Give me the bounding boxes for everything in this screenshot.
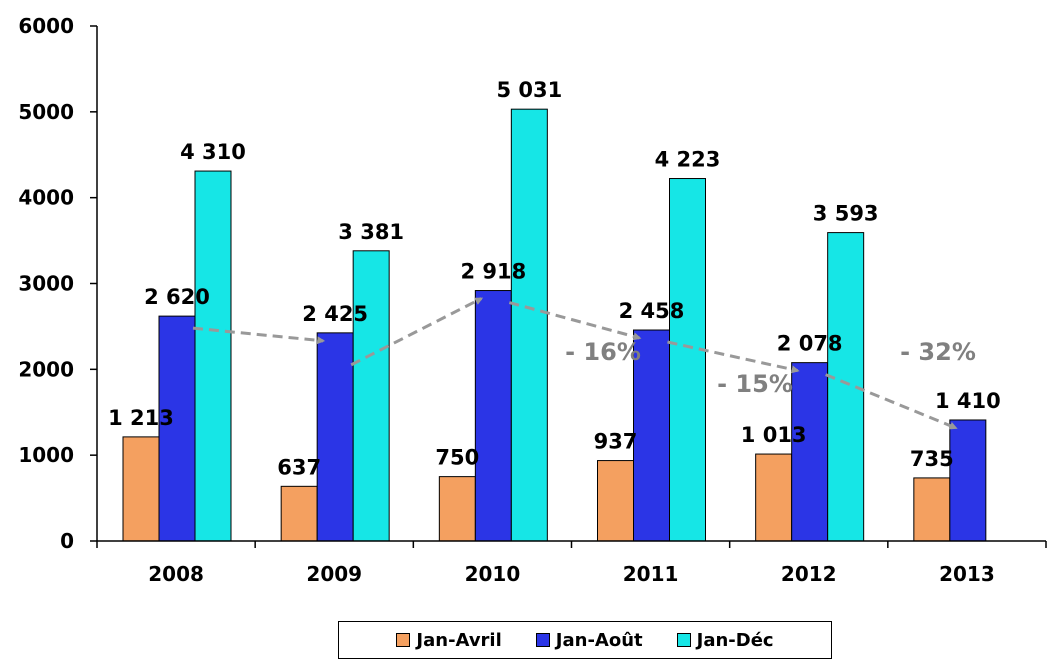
data-label-jan-ao-t-2012: 2 078 <box>777 332 843 356</box>
annotation-pct-2: - 32% <box>900 338 976 366</box>
data-label-jan-ao-t-2008: 2 620 <box>144 285 210 309</box>
x-tick-label-2010: 2010 <box>465 562 521 586</box>
trend-arrow-1 <box>350 297 484 367</box>
trend-arrow-2 <box>508 301 642 341</box>
bar-jan-avril-2012 <box>755 453 793 542</box>
data-label-jan-avril-2012: 1 013 <box>741 423 807 447</box>
legend-label-jan-avril: Jan-Avril <box>416 629 502 651</box>
bar-jan-avril-2008 <box>122 436 160 542</box>
x-tick-label-2009: 2009 <box>306 562 362 586</box>
legend-label-jan-aout: Jan-Août <box>555 629 643 651</box>
data-label-jan-d-c-2008: 4 310 <box>180 140 246 164</box>
legend-swatch-jan-avril <box>396 633 411 647</box>
y-tick-label-0: 0 <box>60 529 74 553</box>
y-tick-label-1000: 1000 <box>18 443 74 467</box>
x-tick-label-2013: 2013 <box>939 562 995 586</box>
bar-jan-avril-2013 <box>913 477 951 542</box>
trend-arrow-0 <box>192 326 326 345</box>
bar-jan-ao-t-2010 <box>474 290 512 542</box>
bar-jan-ao-t-2008 <box>158 315 196 542</box>
bar-jan-avril-2010 <box>438 476 476 542</box>
legend-item-jan-aout: Jan-Août <box>535 629 643 651</box>
data-label-jan-d-c-2009: 3 381 <box>338 220 404 244</box>
data-label-jan-ao-t-2013: 1 410 <box>935 389 1001 413</box>
x-tick-label-2012: 2012 <box>781 562 837 586</box>
y-tick-label-3000: 3000 <box>18 272 74 296</box>
bar-jan-d-c-2011 <box>669 178 706 542</box>
legend-swatch-jan-dec <box>676 633 691 647</box>
bar-jan-ao-t-2013 <box>949 419 987 542</box>
data-label-jan-avril-2008: 1 213 <box>108 406 174 430</box>
data-label-jan-avril-2013: 735 <box>910 447 954 471</box>
data-label-jan-ao-t-2010: 2 918 <box>460 260 526 284</box>
legend-label-jan-dec: Jan-Déc <box>696 629 774 651</box>
data-label-jan-ao-t-2011: 2 458 <box>619 299 685 323</box>
trend-arrow-4 <box>825 373 958 430</box>
data-label-jan-avril-2011: 937 <box>594 430 638 454</box>
legend-item-jan-dec: Jan-Déc <box>676 629 774 651</box>
data-label-jan-avril-2009: 637 <box>277 455 321 479</box>
y-tick-label-6000: 6000 <box>18 14 74 38</box>
data-label-jan-ao-t-2009: 2 425 <box>302 302 368 326</box>
bar-jan-ao-t-2009 <box>316 332 354 542</box>
data-label-jan-d-c-2012: 3 593 <box>813 202 879 226</box>
bar-jan-avril-2011 <box>597 460 634 542</box>
y-tick-label-2000: 2000 <box>18 357 74 381</box>
annotation-pct-1: - 15% <box>717 370 793 398</box>
x-tick-label-2008: 2008 <box>148 562 204 586</box>
bar-jan-ao-t-2012 <box>791 362 829 542</box>
y-tick-label-5000: 5000 <box>18 100 74 124</box>
data-label-jan-avril-2010: 750 <box>435 446 479 470</box>
y-tick-label-4000: 4000 <box>18 186 74 210</box>
bar-jan-ao-t-2011 <box>633 329 670 542</box>
legend-swatch-jan-aout <box>535 633 550 647</box>
x-tick-label-2011: 2011 <box>623 562 679 586</box>
trend-arrow-3 <box>667 340 800 374</box>
bar-jan-d-c-2009 <box>352 250 390 542</box>
bar-jan-avril-2009 <box>280 485 318 542</box>
chart-legend: Jan-Avril Jan-Août Jan-Déc <box>338 621 832 659</box>
legend-item-jan-avril: Jan-Avril <box>396 629 502 651</box>
bar-jan-d-c-2008 <box>194 170 232 542</box>
bar-jan-d-c-2010 <box>510 108 548 542</box>
data-label-jan-d-c-2011: 4 223 <box>655 148 721 172</box>
data-label-jan-d-c-2010: 5 031 <box>496 78 562 102</box>
annotation-pct-0: - 16% <box>565 338 641 366</box>
